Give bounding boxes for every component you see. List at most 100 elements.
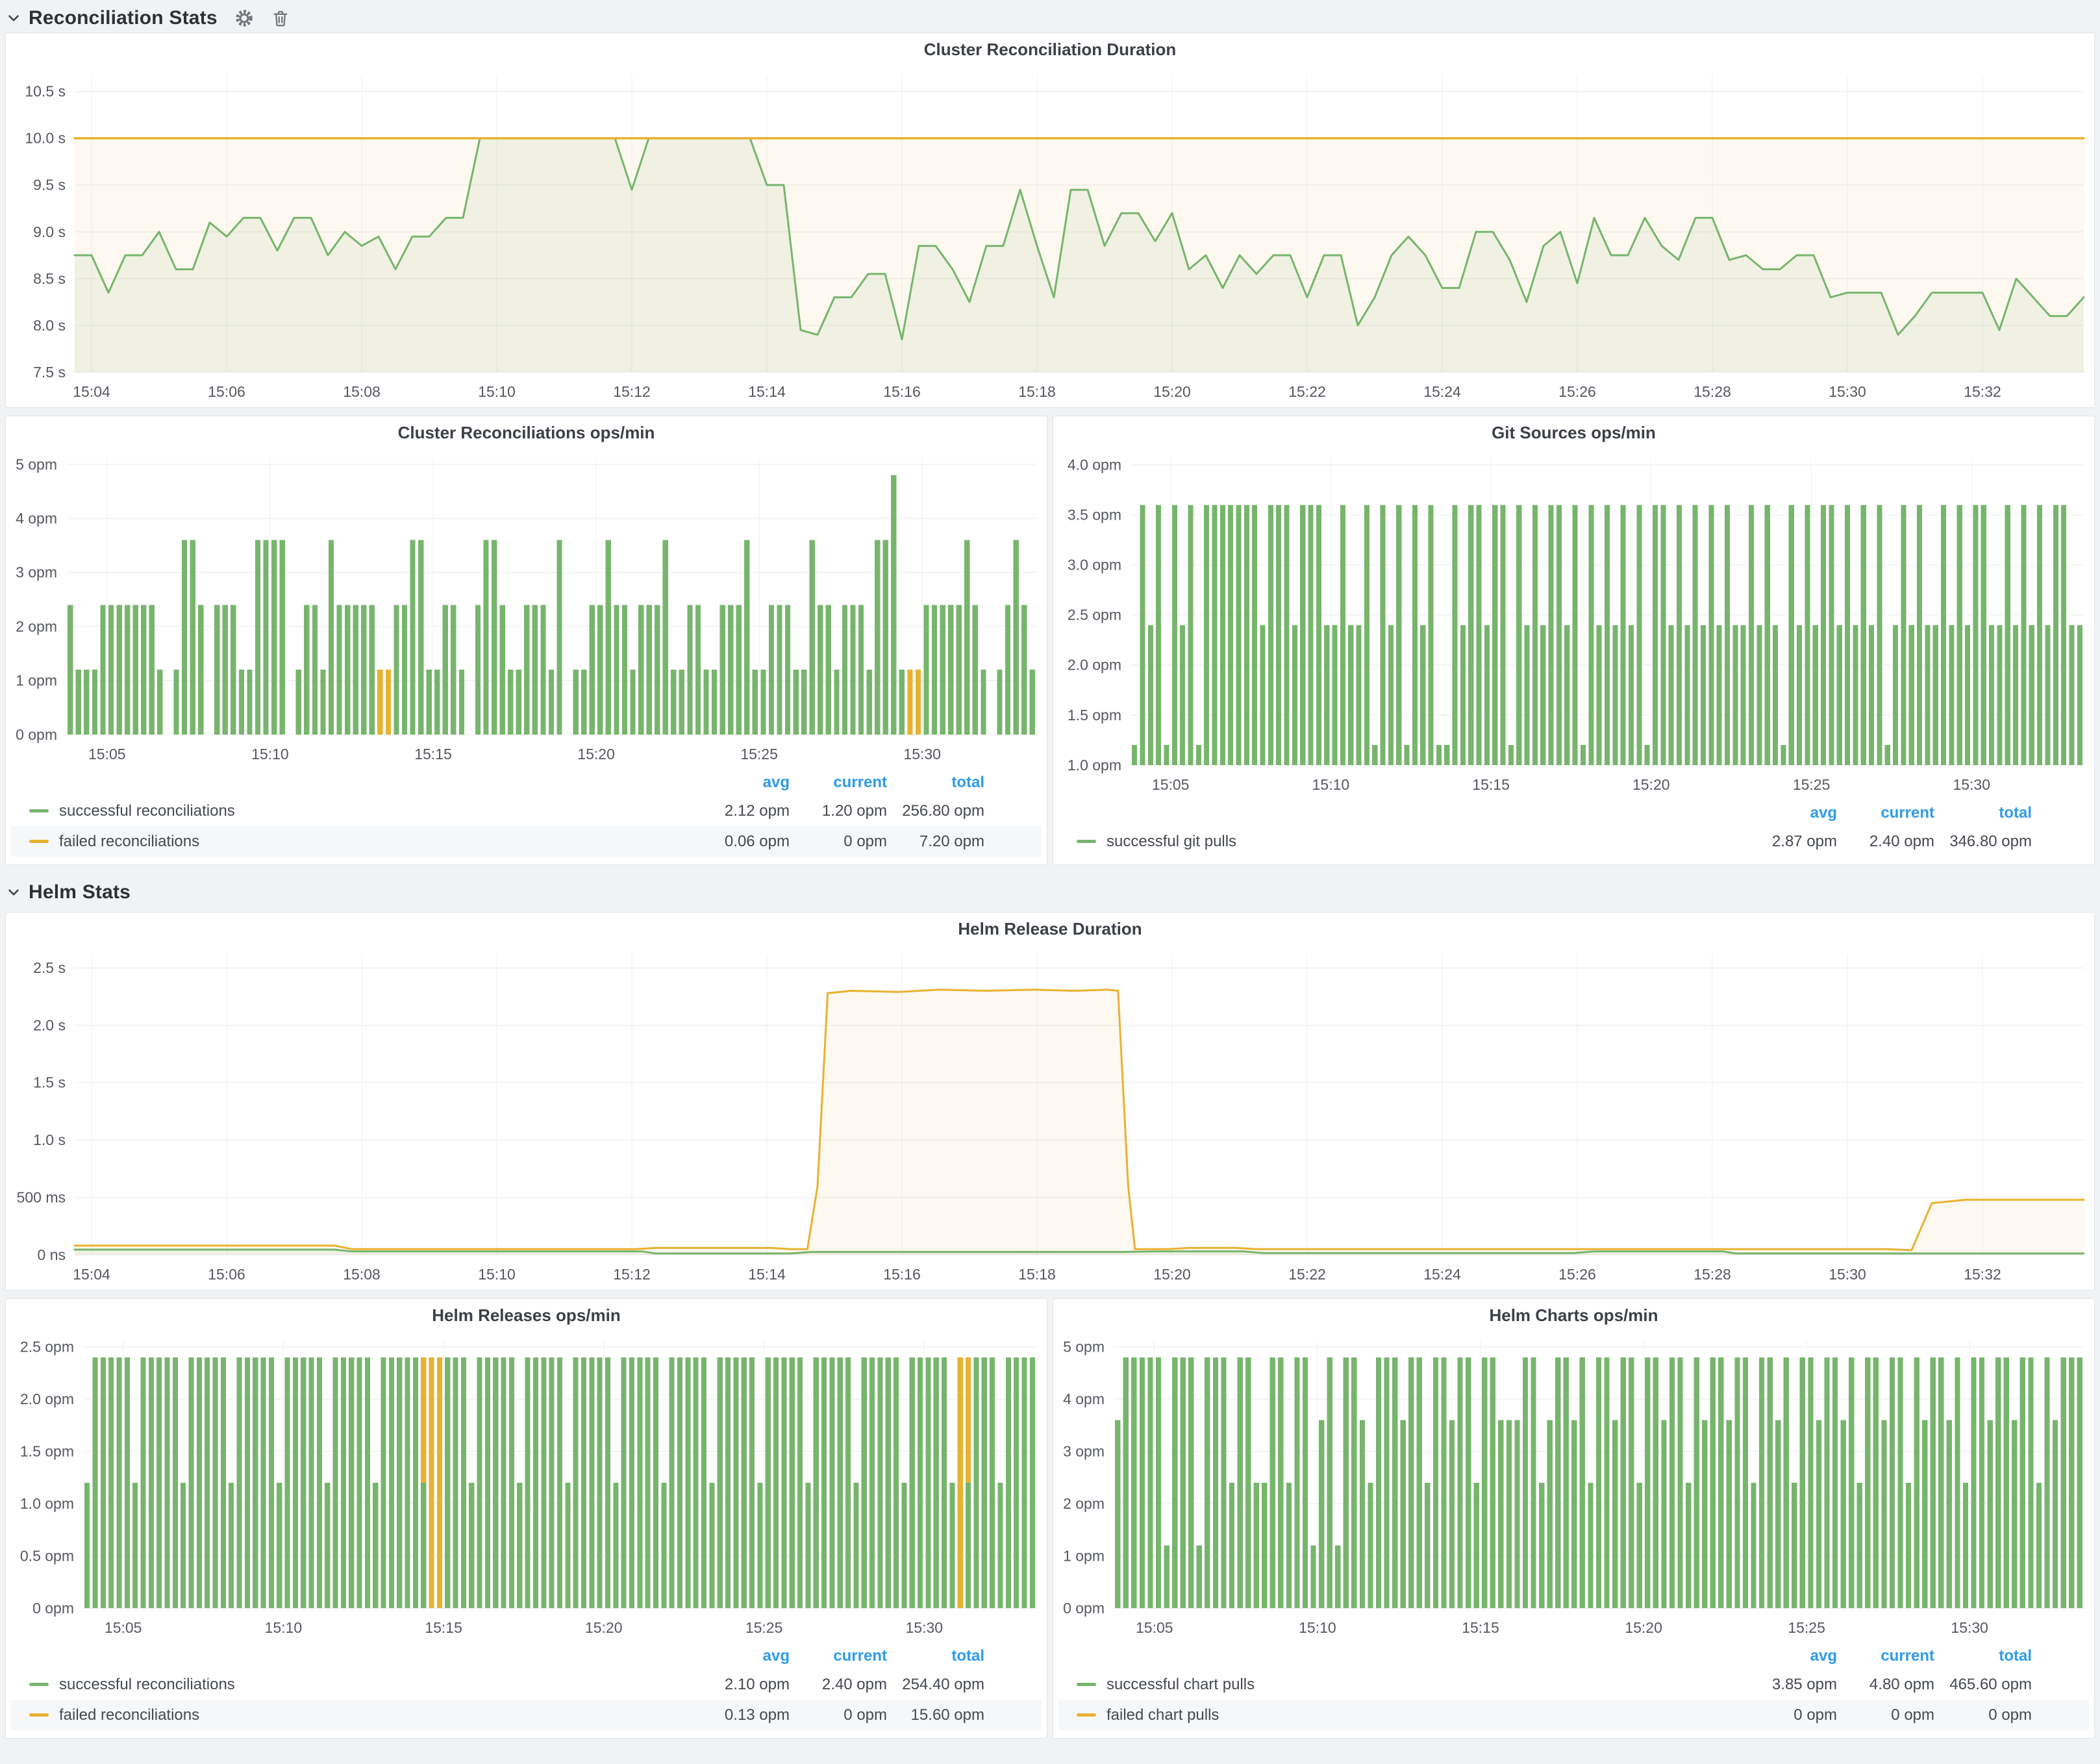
helm-charts-opm-chart[interactable]: 5 opm4 opm3 opm2 opm1 opm0 opm15:0515:10… (1053, 1331, 2094, 1643)
svg-text:3.0 opm: 3.0 opm (1068, 557, 1121, 573)
svg-text:2.0 s: 2.0 s (33, 1016, 66, 1033)
panel-title[interactable]: Cluster Reconciliations ops/min (6, 416, 1047, 449)
legend-stat-headers: avgcurrenttotal (1058, 1643, 2089, 1669)
stat-current-value: 1.20 opm (790, 802, 887, 820)
svg-text:10.0 s: 10.0 s (25, 130, 66, 147)
series-label: successful reconciliations (59, 802, 692, 820)
panel-title[interactable]: Helm Releases ops/min (6, 1299, 1047, 1331)
stat-avg-value: 3.85 opm (1740, 1676, 1837, 1694)
section-title[interactable]: Reconciliation Stats (29, 7, 218, 29)
legend: avgcurrenttotalsuccessful reconciliation… (6, 1643, 1047, 1738)
trash-icon[interactable] (271, 8, 290, 28)
svg-text:5 opm: 5 opm (1063, 1339, 1105, 1355)
stat-current-value: 2.40 opm (790, 1676, 887, 1694)
svg-text:1 opm: 1 opm (1063, 1547, 1105, 1564)
git-sources-opm-chart[interactable]: 4.0 opm3.5 opm3.0 opm2.5 opm2.0 opm1.5 o… (1053, 449, 2094, 800)
series-color-dash (1077, 840, 1096, 843)
section-header-helm-stats: Helm Stats (5, 877, 2095, 908)
section-header-reconciliation-stats: Reconciliation Stats (5, 4, 2095, 32)
series-label: successful git pulls (1106, 833, 1740, 851)
panel-cluster-reconciliations-opm: Cluster Reconciliations ops/min 5 opm4 o… (5, 416, 1047, 865)
svg-text:0 opm: 0 opm (1063, 1600, 1105, 1617)
legend-row[interactable]: successful reconciliations2.12 opm1.20 o… (11, 796, 1042, 826)
stat-total-value: 346.80 opm (1934, 833, 2032, 851)
series-color-dash (1077, 1683, 1096, 1686)
series-label: successful chart pulls (1106, 1676, 1740, 1694)
svg-text:8.5 s: 8.5 s (33, 270, 66, 287)
helm-releases-opm-chart[interactable]: 2.5 opm2.0 opm1.5 opm1.0 opm0.5 opm0 opm… (6, 1331, 1047, 1643)
legend-stat-headers: avgcurrenttotal (1058, 800, 2089, 826)
svg-text:1.0 opm: 1.0 opm (1068, 757, 1121, 774)
svg-text:9.5 s: 9.5 s (33, 177, 66, 194)
legend-stat-header-total[interactable]: total (1934, 1647, 2032, 1665)
svg-text:4.0 opm: 4.0 opm (1068, 457, 1121, 473)
svg-text:5 opm: 5 opm (16, 456, 57, 473)
legend-row[interactable]: successful chart pulls3.85 opm4.80 opm46… (1058, 1669, 2089, 1700)
svg-text:15:10: 15:10 (478, 1266, 516, 1283)
svg-text:15:30: 15:30 (1951, 1619, 1988, 1636)
legend-row[interactable]: failed reconciliations0.06 opm0 opm7.20 … (11, 826, 1042, 857)
legend-stat-header-avg[interactable]: avg (692, 1647, 790, 1665)
legend-stat-header-current[interactable]: current (1837, 1647, 1934, 1665)
legend-row[interactable]: failed reconciliations0.13 opm0 opm15.60… (11, 1700, 1042, 1730)
svg-text:15:22: 15:22 (1288, 383, 1326, 400)
dashboard: Reconciliation Stats Cluster Reconciliat… (0, 0, 2100, 1745)
gear-icon[interactable] (234, 8, 254, 28)
legend-stat-header-avg[interactable]: avg (1740, 1647, 1837, 1665)
svg-text:1.5 opm: 1.5 opm (20, 1443, 74, 1459)
panel-title[interactable]: Git Sources ops/min (1053, 416, 2094, 449)
panel-helm-releases-opm: Helm Releases ops/min 2.5 opm2.0 opm1.5 … (5, 1298, 1047, 1739)
cluster-reconciliation-duration-chart[interactable]: 10.5 s10.0 s9.5 s9.0 s8.5 s8.0 s7.5 s15:… (6, 66, 2094, 407)
svg-text:15:25: 15:25 (745, 1619, 783, 1636)
svg-text:1.0 s: 1.0 s (33, 1131, 66, 1148)
panel-title[interactable]: Helm Release Duration (6, 913, 2094, 945)
legend-stat-header-avg[interactable]: avg (1740, 804, 1837, 822)
legend-row[interactable]: successful git pulls2.87 opm2.40 opm346.… (1058, 826, 2089, 857)
svg-text:15:20: 15:20 (585, 1619, 623, 1636)
svg-text:15:28: 15:28 (1694, 1266, 1731, 1283)
legend-stat-header-current[interactable]: current (790, 774, 887, 792)
stat-avg-value: 0.13 opm (692, 1706, 790, 1724)
svg-text:15:10: 15:10 (1312, 776, 1350, 793)
legend-row[interactable]: successful reconciliations2.10 opm2.40 o… (11, 1669, 1042, 1700)
svg-text:15:30: 15:30 (1953, 776, 1991, 793)
legend-stat-header-total[interactable]: total (887, 774, 984, 792)
cluster-reconciliations-opm-chart[interactable]: 5 opm4 opm3 opm2 opm1 opm0 opm15:0515:10… (6, 449, 1047, 770)
svg-text:15:06: 15:06 (208, 1266, 245, 1283)
chevron-down-icon[interactable] (5, 10, 22, 27)
stat-total-value: 15.60 opm (887, 1706, 984, 1724)
legend-stat-header-total[interactable]: total (887, 1647, 984, 1665)
svg-text:8.0 s: 8.0 s (33, 317, 66, 334)
stat-total-value: 0 opm (1934, 1706, 2032, 1724)
panel-title[interactable]: Helm Charts ops/min (1053, 1299, 2094, 1331)
legend-stat-header-current[interactable]: current (790, 1647, 887, 1665)
svg-text:0 ns: 0 ns (38, 1246, 66, 1263)
section-title[interactable]: Helm Stats (29, 881, 131, 903)
helm-release-duration-chart[interactable]: 2.5 s2.0 s1.5 s1.0 s500 ms0 ns15:0415:06… (6, 945, 2094, 1290)
svg-text:15:15: 15:15 (414, 746, 452, 762)
panel-git-sources-opm: Git Sources ops/min 4.0 opm 3.5 opm 3.0 op… (1053, 416, 2095, 865)
svg-text:15:32: 15:32 (1964, 1266, 2001, 1283)
stat-avg-value: 0.06 opm (692, 833, 790, 851)
svg-text:15:06: 15:06 (208, 383, 245, 400)
legend-stat-header-current[interactable]: current (1837, 804, 1934, 822)
svg-text:15:05: 15:05 (1152, 776, 1190, 793)
stat-avg-value: 2.12 opm (692, 802, 790, 820)
svg-text:9.0 s: 9.0 s (33, 223, 66, 240)
series-color-dash (29, 1713, 49, 1717)
chevron-down-icon[interactable] (5, 884, 22, 901)
svg-text:0 opm: 0 opm (16, 726, 57, 743)
legend-row[interactable]: failed chart pulls0 opm0 opm0 opm (1058, 1700, 2089, 1730)
legend-stat-header-total[interactable]: total (1934, 804, 2032, 822)
svg-text:15:15: 15:15 (1462, 1619, 1499, 1636)
stat-total-value: 465.60 opm (1934, 1676, 2032, 1694)
svg-text:2.0 opm: 2.0 opm (20, 1391, 74, 1407)
stat-current-value: 4.80 opm (1837, 1676, 1934, 1694)
legend-stat-headers: avgcurrenttotal (11, 1643, 1042, 1669)
panel-title[interactable]: Cluster Reconciliation Duration (6, 33, 2094, 66)
svg-text:3 opm: 3 opm (1063, 1443, 1105, 1459)
svg-text:15:18: 15:18 (1018, 1266, 1056, 1283)
legend-stat-header-avg[interactable]: avg (692, 774, 790, 792)
svg-text:3.5 opm: 3.5 opm (1068, 507, 1121, 523)
stat-current-value: 0 opm (790, 1706, 887, 1724)
